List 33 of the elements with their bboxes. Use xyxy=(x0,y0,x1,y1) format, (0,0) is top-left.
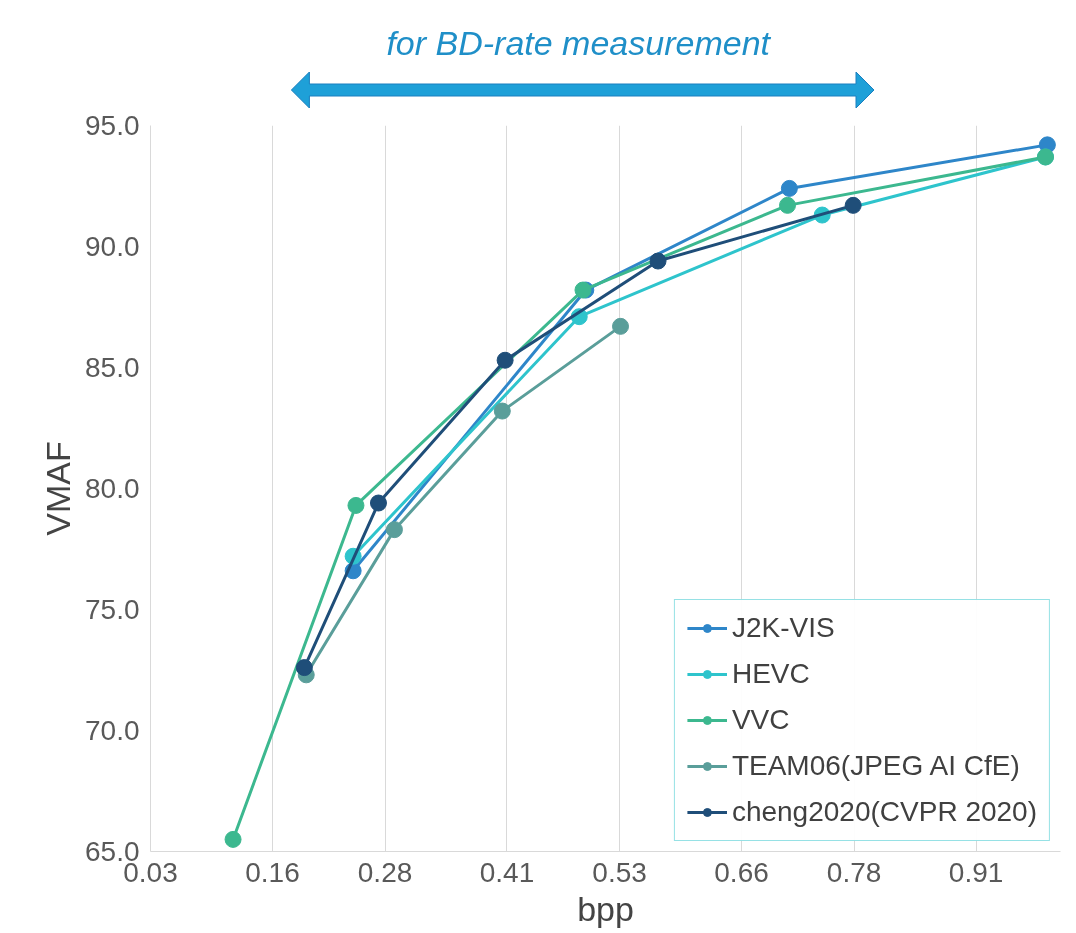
y-tick-label: 95.0 xyxy=(85,110,140,141)
point xyxy=(295,659,313,677)
point xyxy=(347,496,365,514)
x-tick-label: 0.16 xyxy=(245,856,300,888)
text: for BD-rate measurement xyxy=(386,24,772,63)
point xyxy=(780,179,798,197)
y-tick-label: 80.0 xyxy=(85,473,140,504)
x-tick-label: 0.28 xyxy=(357,856,413,888)
x-tick-label: 0.91 xyxy=(948,856,1004,888)
x-tick-label: 0.66 xyxy=(714,856,769,888)
y-tick-label: 85.0 xyxy=(85,352,140,383)
point xyxy=(844,196,862,214)
x-tick-label: 0.41 xyxy=(479,856,535,888)
point xyxy=(224,830,242,848)
y-tick-label: 70.0 xyxy=(85,715,140,746)
x-tick-label: 0.78 xyxy=(826,856,882,888)
x-axis-title: bpp xyxy=(577,889,634,928)
point xyxy=(649,252,667,270)
legend-label: J2K-VIS xyxy=(731,612,835,644)
legend-label: VVC xyxy=(731,704,790,736)
y-axis-title: VMAF xyxy=(39,441,77,536)
legend-label: cheng2020(CVPR 2020) xyxy=(731,796,1037,828)
point xyxy=(779,196,796,214)
point xyxy=(496,351,514,369)
point xyxy=(385,521,403,539)
y-tick-label: 90.0 xyxy=(85,231,140,262)
point xyxy=(493,402,511,420)
legend-label: TEAM06(JPEG AI CfE) xyxy=(731,750,1020,782)
point xyxy=(369,494,387,512)
point xyxy=(612,317,630,335)
x-tick-label: 0.53 xyxy=(592,856,647,888)
legend-label: HEVC xyxy=(731,658,810,690)
y-tick-label: 75.0 xyxy=(85,594,140,625)
